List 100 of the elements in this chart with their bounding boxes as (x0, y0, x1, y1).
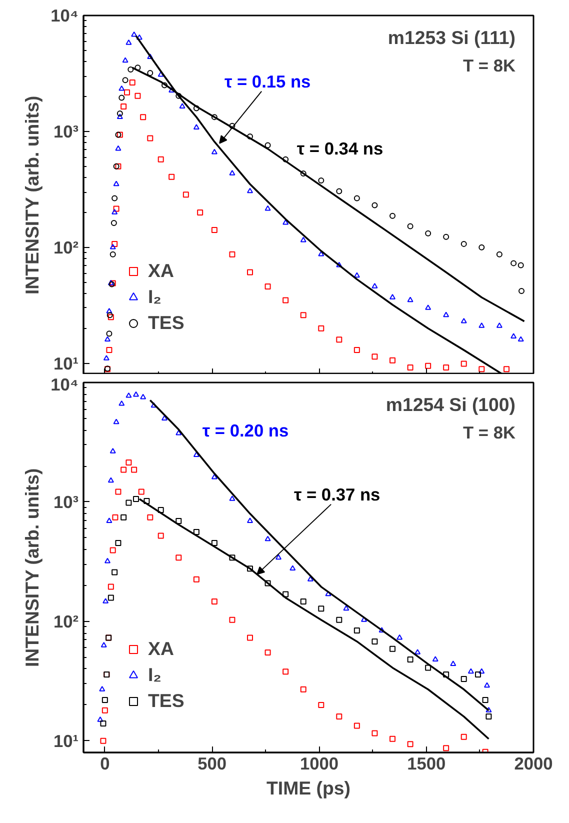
point (336, 714, 342, 720)
point (282, 668, 289, 675)
point (378, 627, 385, 632)
point (131, 466, 138, 473)
point (126, 40, 132, 45)
point (478, 322, 485, 328)
point (118, 400, 125, 406)
point (116, 114, 123, 120)
point (115, 145, 122, 151)
point (264, 283, 271, 290)
point (133, 496, 139, 502)
point (120, 104, 127, 110)
y-tick-label: 10⁴ (50, 374, 79, 394)
point (138, 488, 144, 495)
point (300, 598, 306, 604)
point (247, 269, 253, 276)
annotation: T = 8K (463, 422, 516, 442)
point (211, 540, 218, 546)
point (264, 536, 271, 542)
point (300, 312, 306, 318)
point (176, 518, 182, 524)
point (290, 565, 296, 571)
point (307, 576, 314, 582)
point (110, 547, 116, 554)
x-tick-label: 1500 (407, 754, 446, 774)
point (211, 114, 218, 120)
annotation: m1254 Si (100) (386, 394, 516, 415)
point (211, 227, 218, 234)
point (300, 236, 306, 242)
point (131, 31, 138, 37)
point (134, 64, 141, 71)
point (113, 180, 120, 186)
point (486, 714, 492, 720)
point (407, 223, 414, 230)
point (134, 92, 141, 99)
point (390, 736, 396, 742)
point (390, 357, 396, 364)
point (354, 195, 360, 202)
point (122, 57, 128, 63)
point (126, 500, 132, 506)
point (300, 170, 306, 176)
point (147, 135, 154, 142)
annotation: τ = 0.34 ns (296, 138, 384, 158)
point (106, 308, 112, 314)
point (112, 240, 118, 247)
point (318, 606, 324, 612)
point (343, 605, 350, 611)
point (229, 170, 236, 176)
point (432, 656, 438, 662)
point (354, 272, 360, 278)
point (100, 642, 107, 648)
point (450, 660, 456, 666)
legend-label: TES (148, 312, 184, 334)
point (407, 364, 414, 370)
point (108, 594, 114, 601)
point (425, 664, 432, 671)
y-tick-label: 10¹ (53, 353, 79, 374)
point (510, 333, 517, 338)
point (361, 616, 367, 622)
point (372, 354, 378, 360)
point (104, 558, 110, 564)
y-axis-title: INTENSITY (arb. units) (22, 468, 43, 668)
legend-label: I₂ (148, 286, 162, 308)
y-axis-title: INTENSITY (arb. units) (22, 96, 43, 295)
point (140, 114, 146, 120)
point (104, 336, 110, 342)
point (247, 518, 253, 523)
point (100, 738, 106, 744)
point (443, 364, 450, 370)
x-tick-label: 2000 (514, 754, 553, 774)
point (229, 496, 236, 501)
point (484, 682, 490, 688)
x-tick-label: 500 (198, 754, 227, 774)
point (106, 518, 112, 523)
point (193, 576, 200, 582)
point (460, 240, 467, 247)
point (300, 686, 306, 692)
point (108, 584, 114, 590)
point (354, 722, 360, 729)
point (120, 514, 127, 520)
point (158, 156, 164, 162)
x-tick-label: 1000 (300, 754, 339, 774)
point (140, 394, 146, 400)
point (211, 148, 218, 154)
point (460, 318, 467, 324)
x-tick-label: 0 (100, 754, 110, 774)
point (336, 188, 342, 194)
annotation: T = 8K (463, 56, 516, 76)
point (390, 646, 396, 652)
point (443, 745, 450, 752)
point (102, 697, 108, 704)
point (336, 336, 342, 343)
point (318, 178, 324, 184)
point (147, 54, 154, 60)
point (158, 506, 164, 513)
point (126, 460, 132, 466)
point (168, 174, 175, 180)
point (496, 322, 502, 328)
point (106, 347, 112, 354)
point (443, 312, 450, 318)
